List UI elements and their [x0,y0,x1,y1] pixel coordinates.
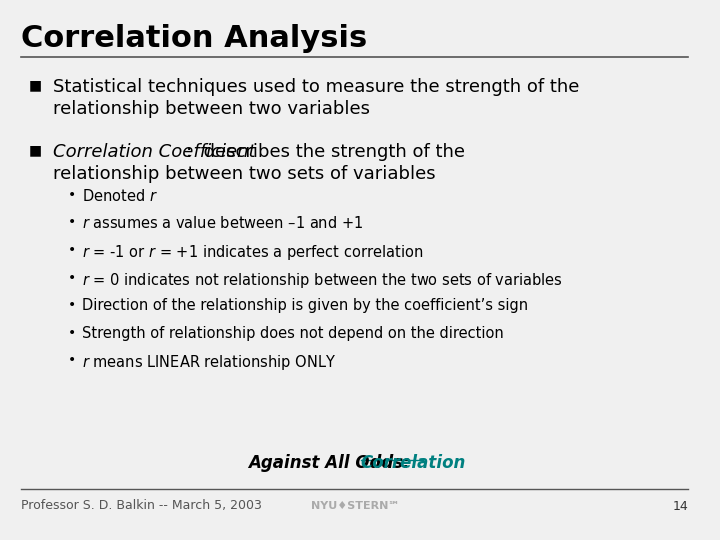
Text: •: • [68,243,76,257]
Text: Professor S. D. Balkin -- March 5, 2003: Professor S. D. Balkin -- March 5, 2003 [22,500,262,512]
Text: :  describes the strength of the: : describes the strength of the [186,143,465,161]
Text: •: • [68,215,76,230]
Text: Against All Odds:: Against All Odds: [248,454,422,471]
Text: Denoted $r$: Denoted $r$ [81,188,158,204]
Text: Correlation: Correlation [361,454,466,471]
Text: •: • [68,353,76,367]
Text: Direction of the relationship is given by the coefficient’s sign: Direction of the relationship is given b… [81,298,528,313]
Text: $r$ = 0 indicates not relationship between the two sets of variables: $r$ = 0 indicates not relationship betwe… [81,271,562,289]
Text: $r$ = -1 or $r$ = +1 indicates a perfect correlation: $r$ = -1 or $r$ = +1 indicates a perfect… [81,243,423,262]
Text: ■: ■ [28,78,42,92]
Text: •: • [68,271,76,285]
Text: Correlation Analysis: Correlation Analysis [22,24,367,53]
Text: $r$ means LINEAR relationship ONLY: $r$ means LINEAR relationship ONLY [81,353,336,372]
Text: relationship between two variables: relationship between two variables [53,100,370,118]
Text: Strength of relationship does not depend on the direction: Strength of relationship does not depend… [81,326,503,341]
Text: Correlation Coefficient: Correlation Coefficient [53,143,256,161]
Text: ■: ■ [28,143,42,157]
Text: •: • [68,298,76,312]
Text: NYU♦STERN℠: NYU♦STERN℠ [310,501,400,511]
Text: •: • [68,326,76,340]
Text: $r$ assumes a value between –1 and +1: $r$ assumes a value between –1 and +1 [81,215,363,232]
Text: 14: 14 [672,500,688,512]
Text: relationship between two sets of variables: relationship between two sets of variabl… [53,165,436,183]
Text: Statistical techniques used to measure the strength of the: Statistical techniques used to measure t… [53,78,580,96]
Text: •: • [68,188,76,202]
